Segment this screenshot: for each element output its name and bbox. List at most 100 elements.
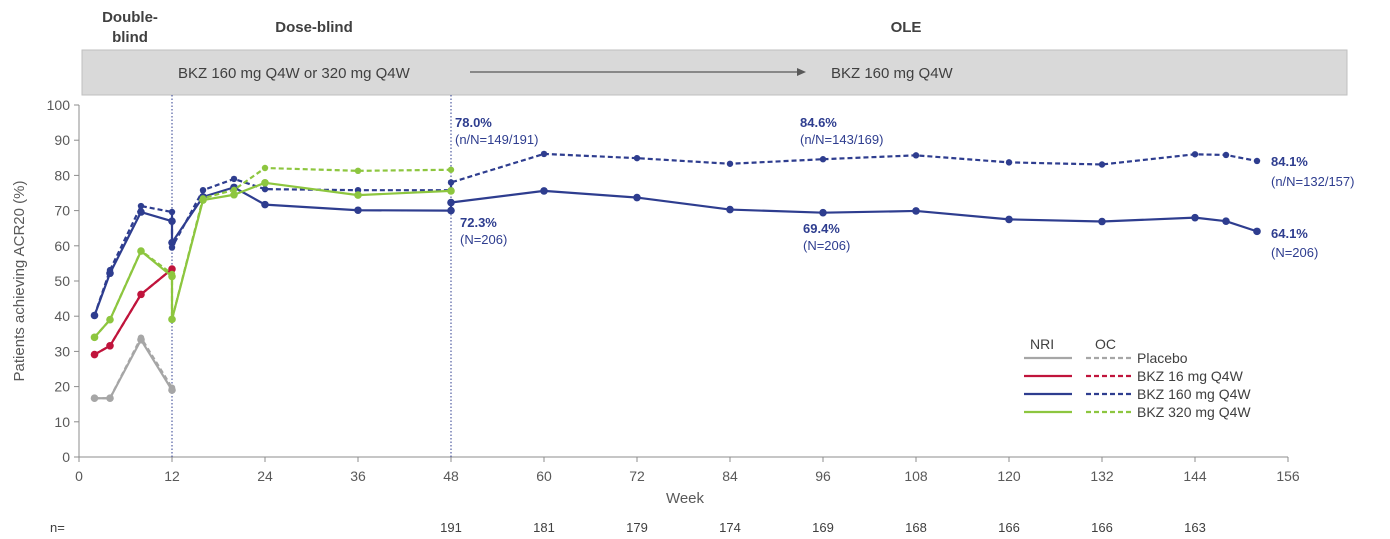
point-bkz-320-mg-q4w-oc <box>168 316 176 323</box>
series-line-placebo-oc <box>94 336 173 400</box>
x-tick-label: 132 <box>1090 468 1114 484</box>
annotation-nri-end-n: (N=206) <box>1271 245 1318 260</box>
annotation-oc-week48-n: (n/N=149/191) <box>455 132 538 147</box>
n-row-label: n= <box>50 520 65 535</box>
n-row-value: 166 <box>998 520 1020 535</box>
point-bkz-160-mg-q4w-nri <box>447 198 455 207</box>
point-bkz-160-mg-q4w-nri <box>447 206 455 215</box>
n-row-value: 191 <box>440 520 462 535</box>
phase-ole: OLE <box>891 19 922 36</box>
point-bkz-16-mg-q4w-oc <box>106 342 114 349</box>
series-layer <box>90 150 1261 403</box>
annotation-oc-end-percent: 84.1% <box>1271 154 1308 169</box>
point-bkz-16-mg-q4w-oc <box>91 351 98 358</box>
point-bkz-160-mg-q4w-oc <box>819 156 827 163</box>
point-bkz-160-mg-q4w-nri <box>1191 213 1199 222</box>
point-bkz-160-mg-q4w-oc <box>168 244 176 251</box>
annotation-nri-week48-percent: 72.3% <box>460 215 497 230</box>
x-tick-label: 0 <box>75 468 83 484</box>
point-bkz-160-mg-q4w-oc <box>540 150 548 158</box>
x-axis-title: Week <box>666 490 705 507</box>
x-tick-label: 156 <box>1276 468 1300 484</box>
point-placebo-oc <box>168 384 176 391</box>
annotation-nri-end-percent: 64.1% <box>1271 226 1308 241</box>
x-tick-label: 144 <box>1183 468 1207 484</box>
point-placebo-oc <box>91 395 98 402</box>
point-bkz-160-mg-q4w-oc <box>1191 151 1199 158</box>
point-bkz-320-mg-q4w-nri <box>261 178 269 187</box>
point-bkz-160-mg-q4w-nri <box>1098 217 1106 226</box>
axes: 0 10 20 30 40 50 60 70 80 90 100 0 12 24 36 48 60 72 84 96 1… <box>47 97 1300 484</box>
point-bkz-16-mg-q4w-oc <box>168 265 176 273</box>
point-bkz-160-mg-q4w-oc <box>91 312 98 319</box>
point-bkz-160-mg-q4w-nri <box>1253 227 1261 236</box>
point-bkz-320-mg-q4w-oc <box>354 167 362 175</box>
series-line-bkz-160-mg-q4w-oc <box>93 152 1258 316</box>
y-tick-label: 50 <box>54 273 70 289</box>
legend-label-bkz-16-mg-q4w: BKZ 16 mg Q4W <box>1137 368 1244 384</box>
point-placebo-oc <box>137 334 145 341</box>
x-tick-label: 48 <box>443 468 459 484</box>
point-bkz-320-mg-q4w-oc <box>137 247 145 254</box>
point-bkz-160-mg-q4w-oc <box>199 186 207 194</box>
y-tick-label: 10 <box>54 414 70 430</box>
point-bkz-320-mg-q4w-oc <box>168 270 176 278</box>
point-bkz-160-mg-q4w-oc <box>1098 161 1106 168</box>
point-bkz-160-mg-q4w-oc <box>633 154 641 162</box>
y-tick-label: 30 <box>54 343 70 359</box>
point-bkz-320-mg-q4w-oc <box>230 186 238 194</box>
legend-header-nri: NRI <box>1030 336 1054 352</box>
series-line-bkz-16-mg-q4w-oc <box>93 268 173 356</box>
point-bkz-320-mg-q4w-oc <box>199 195 207 202</box>
point-bkz-160-mg-q4w-oc <box>1005 159 1013 166</box>
series-line-bkz-160-mg-q4w-nri <box>93 186 1258 316</box>
point-bkz-160-mg-q4w-oc <box>230 175 238 183</box>
phase-divider-lines <box>171 95 452 457</box>
x-tick-label: 96 <box>815 468 831 484</box>
x-tick-label: 12 <box>164 468 180 484</box>
point-bkz-320-mg-q4w-nri <box>354 191 362 199</box>
point-bkz-160-mg-q4w-nri <box>261 200 269 209</box>
x-tick-label: 84 <box>722 468 738 484</box>
banner-arrow-head <box>797 68 806 76</box>
point-bkz-160-mg-q4w-nri <box>168 238 176 247</box>
point-placebo-oc <box>106 395 114 402</box>
x-tick-label: 72 <box>629 468 645 484</box>
annotation-nri-week48-n: (N=206) <box>460 232 507 247</box>
n-row-value: 179 <box>626 520 648 535</box>
annotation-nri-week96-percent: 69.4% <box>803 221 840 236</box>
x-tick-label: 24 <box>257 468 273 484</box>
annotation-nri-week96-n: (N=206) <box>803 238 850 253</box>
point-bkz-160-mg-q4w-nri <box>354 206 362 215</box>
n-row-value: 174 <box>719 520 741 535</box>
point-bkz-320-mg-q4w-oc <box>447 166 455 173</box>
x-tick-label: 108 <box>904 468 928 484</box>
y-tick-label: 70 <box>54 203 70 219</box>
point-bkz-160-mg-q4w-oc <box>106 266 114 274</box>
banner-right-text: BKZ 160 mg Q4W <box>831 65 954 82</box>
point-bkz-160-mg-q4w-oc <box>1222 151 1230 159</box>
phase-double-blind-line1: Double- <box>102 9 158 26</box>
point-bkz-320-mg-q4w-nri <box>447 187 455 195</box>
n-row-value: 166 <box>1091 520 1113 535</box>
legend-label-bkz-160-mg-q4w: BKZ 160 mg Q4W <box>1137 386 1251 402</box>
y-tick-label: 60 <box>54 238 70 254</box>
point-bkz-160-mg-q4w-nri <box>726 205 734 214</box>
point-bkz-160-mg-q4w-nri <box>912 207 920 215</box>
point-bkz-160-mg-q4w-oc <box>137 202 145 210</box>
x-tick-label: 60 <box>536 468 552 484</box>
legend-header-oc: OC <box>1095 336 1116 352</box>
n-row-value: 181 <box>533 520 555 535</box>
y-tick-label: 40 <box>54 308 70 324</box>
point-bkz-160-mg-q4w-nri <box>540 187 548 195</box>
point-bkz-160-mg-q4w-nri <box>633 193 641 202</box>
n-row-value: 169 <box>812 520 834 535</box>
point-bkz-160-mg-q4w-oc <box>1253 157 1261 165</box>
phase-dose-blind: Dose-blind <box>275 19 353 36</box>
point-bkz-160-mg-q4w-nri <box>168 217 176 225</box>
n-row-value: 168 <box>905 520 927 535</box>
point-bkz-160-mg-q4w-oc <box>726 160 734 167</box>
y-tick-label: 90 <box>54 132 70 148</box>
y-axis-title: Patients achieving ACR20 (%) <box>11 181 28 382</box>
series-line-bkz-320-mg-q4w-oc <box>93 166 452 339</box>
